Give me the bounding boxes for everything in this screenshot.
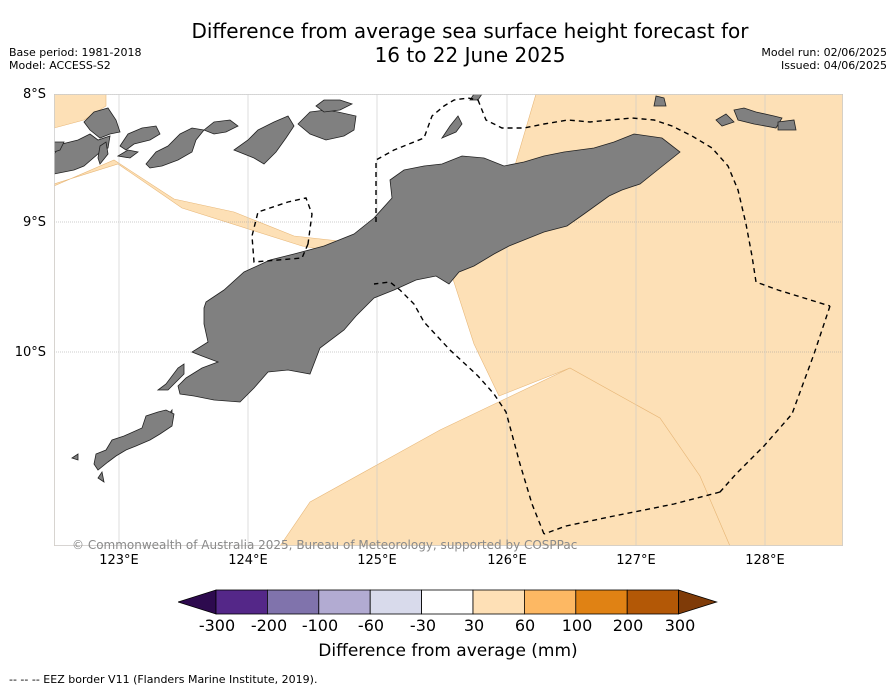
colorbar-extend-low [178, 589, 217, 615]
map-title: Difference from average sea surface heig… [140, 19, 800, 67]
lon-label-128e: 128°E [745, 553, 785, 568]
island-n1 [145, 127, 205, 169]
wetar-west [119, 125, 161, 151]
island-n9 [653, 95, 667, 107]
island-n11 [715, 113, 735, 127]
rote-island-b [93, 409, 175, 471]
colorbar-cell [318, 589, 371, 615]
colorbar-label: Difference from average (mm) [318, 641, 578, 661]
lon-label-124e: 124°E [228, 553, 268, 568]
colorbar-tick: -60 [357, 616, 385, 635]
lat-label-10s: 10°S [14, 345, 46, 360]
colorbar-tick: 300 [664, 616, 696, 635]
meta-left: Base period: 1981-2018 Model: ACCESS-S2 [9, 46, 141, 72]
colorbar-cell [472, 589, 525, 615]
colorbar-tick: 60 [514, 616, 536, 635]
lat-label-8s: 8°S [22, 87, 46, 102]
colorbar-tick: 200 [612, 616, 644, 635]
rote-island-c [97, 470, 105, 483]
colorbar-cell [523, 589, 577, 615]
timor-island [177, 133, 681, 403]
map-frame [54, 94, 843, 546]
island-n7 [440, 115, 463, 139]
map-canvas [54, 94, 843, 546]
eez-border [251, 97, 831, 535]
island-n10 [733, 107, 783, 129]
ndao-island [71, 453, 79, 461]
lomblen-west [97, 141, 109, 165]
colorbar-cell [267, 589, 320, 615]
meta-right: Model run: 02/06/2025 Issued: 04/06/2025 [761, 46, 887, 72]
colorbar-tick: -200 [250, 616, 288, 635]
island-n12 [777, 119, 797, 131]
model-text: Model: ACCESS-S2 [9, 59, 111, 72]
model-run-text: Model run: 02/06/2025 [761, 46, 887, 59]
island-n2 [116, 149, 139, 159]
base-period-text: Base period: 1981-2018 [9, 46, 142, 59]
island-n13 [54, 141, 65, 153]
lon-label-125e: 125°E [357, 553, 397, 568]
colorbar-tick: 100 [561, 616, 593, 635]
colorbar-tick: -30 [409, 616, 437, 635]
lon-label-123e: 123°E [99, 553, 139, 568]
issued-text: Issued: 04/06/2025 [780, 59, 887, 72]
island-n5 [297, 109, 357, 141]
title-line-1: Difference from average sea surface heig… [191, 19, 749, 43]
colorbar-tick: -100 [301, 616, 339, 635]
island-n6 [315, 99, 354, 113]
map-panel [54, 94, 843, 546]
eez-legend-note: -- -- -- EEZ border V11 (Flanders Marine… [9, 673, 318, 686]
lat-label-9s: 9°S [22, 215, 46, 230]
colorbar-cell [626, 589, 680, 615]
island-n3 [203, 119, 239, 135]
colorbar-extend-high [678, 589, 718, 615]
colorbar-cell [575, 589, 628, 615]
colorbar-tick: -300 [198, 616, 236, 635]
pantar-island [83, 107, 121, 139]
semau-island [156, 363, 185, 391]
colorbar [178, 589, 718, 615]
lon-label-127e: 127°E [616, 553, 656, 568]
title-line-2: 16 to 22 June 2025 [374, 43, 566, 67]
colorbar-cell [421, 589, 474, 615]
lon-label-126e: 126°E [487, 553, 527, 568]
colorbar-cell [215, 589, 268, 615]
island-n4 [233, 115, 295, 165]
colorbar-tick: 30 [463, 616, 485, 635]
colorbar-cell [369, 589, 422, 615]
landmass [54, 94, 797, 483]
alor-island [54, 133, 111, 175]
copyright-text: © Commonwealth of Australia 2025, Bureau… [72, 538, 578, 552]
